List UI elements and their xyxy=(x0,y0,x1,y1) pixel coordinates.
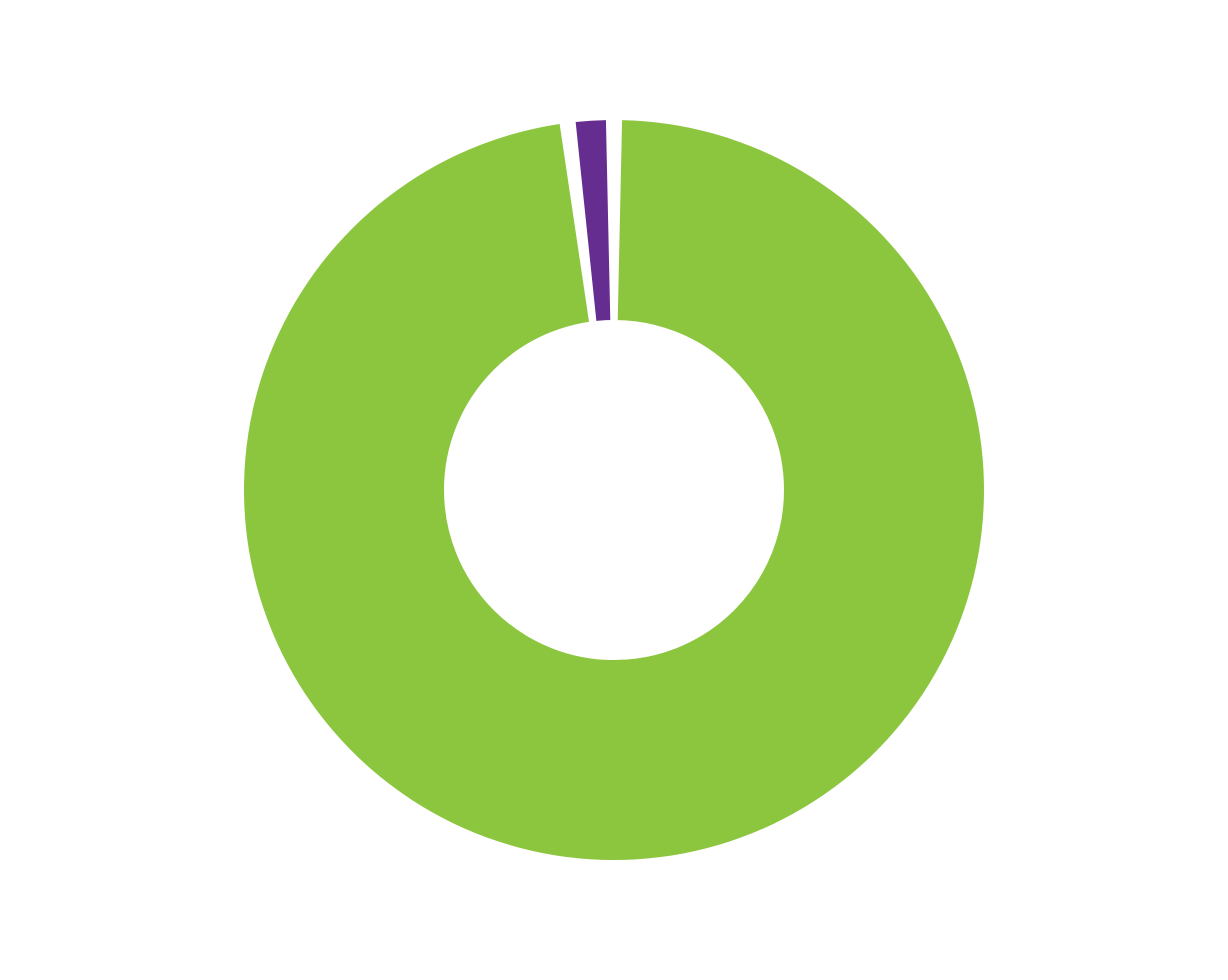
percentage-label: 98 % xyxy=(512,425,716,555)
percentage-number: 98 xyxy=(512,425,661,555)
chart-canvas: 98 % xyxy=(0,0,1228,980)
percent-symbol: % xyxy=(666,488,716,544)
